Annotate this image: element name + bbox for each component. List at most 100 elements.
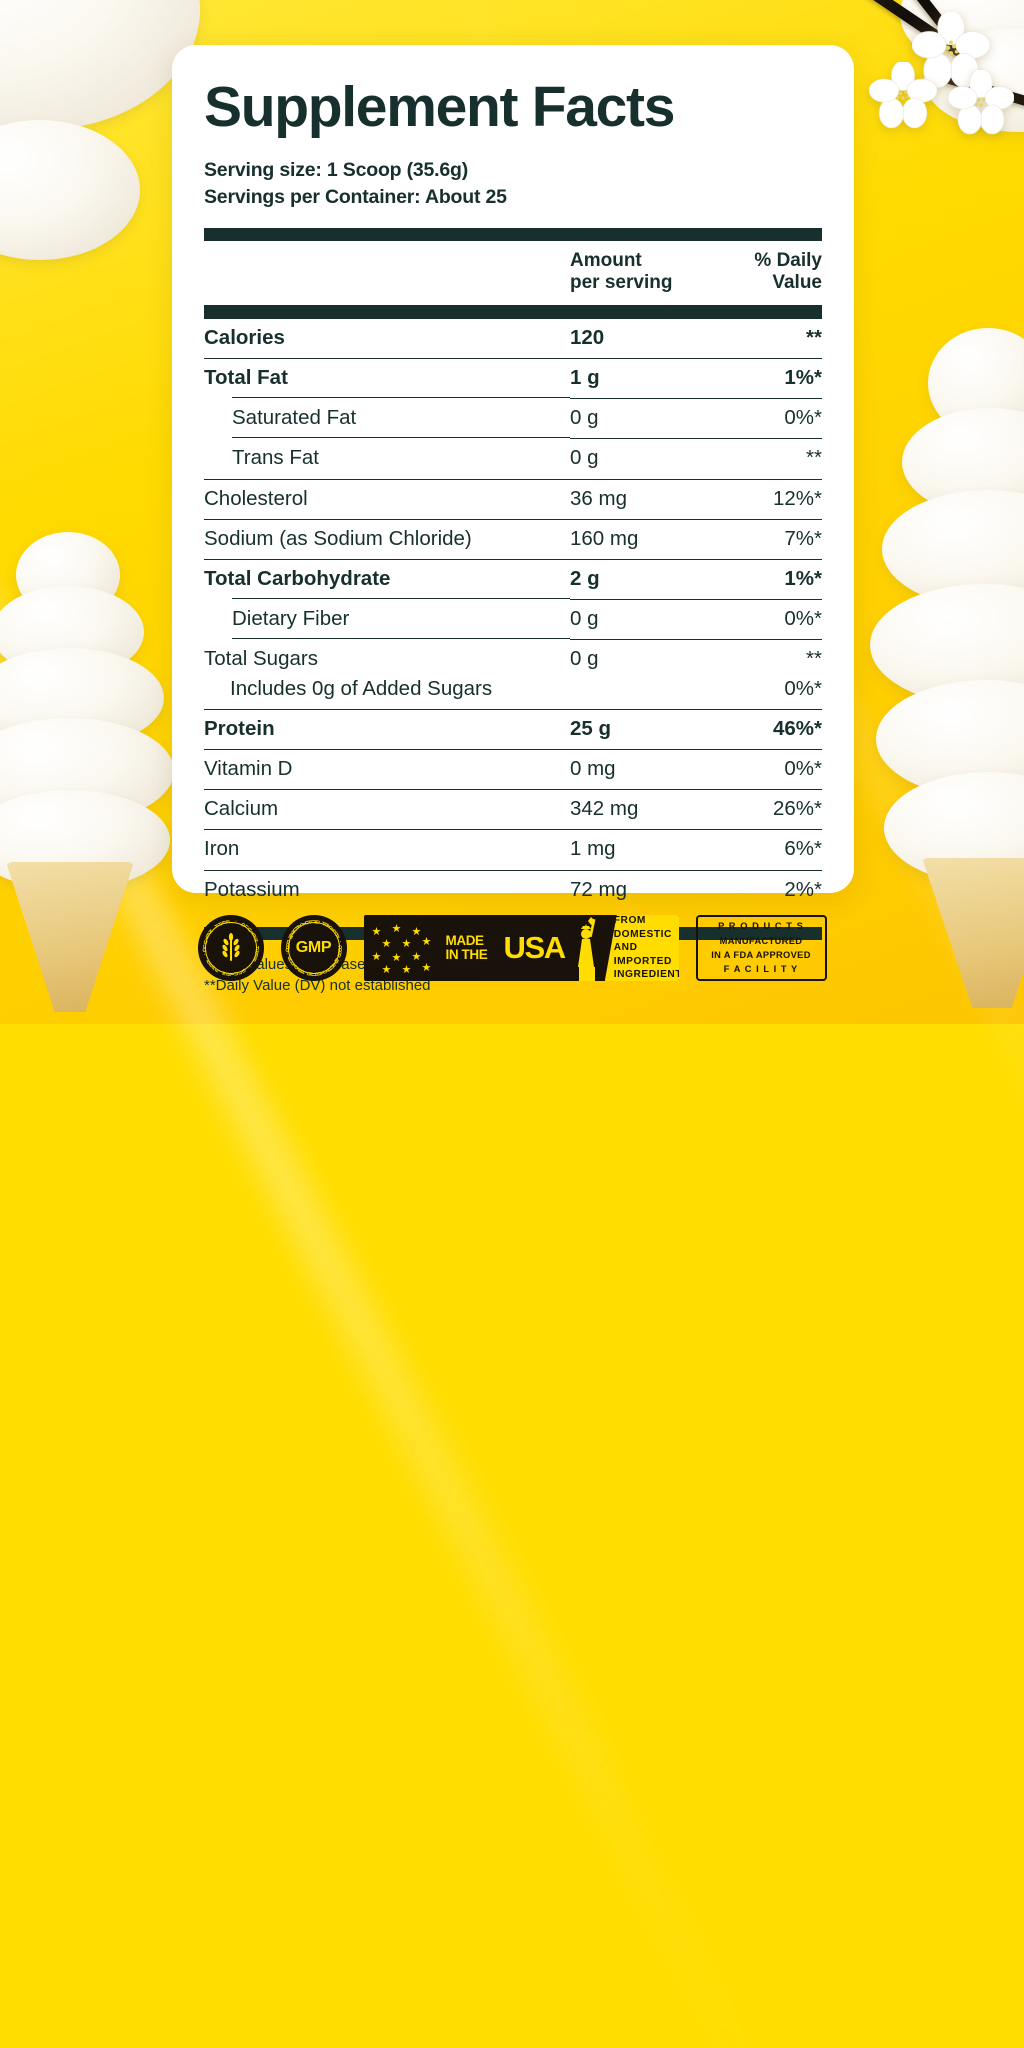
amount-header-line1: Amount <box>570 249 642 271</box>
row-daily-value: 1%* <box>718 558 822 600</box>
table-row: Sodium (as Sodium Chloride) 160 mg 7%* <box>204 518 822 560</box>
row-label: Calories <box>204 317 570 359</box>
table-row-total-sugars: Total Sugars Includes 0g of Added Sugars… <box>204 638 822 710</box>
row-daily-value: 0%* <box>718 748 822 790</box>
row-label: Saturated Fat <box>204 397 570 439</box>
cream-bowl-top-left <box>0 0 200 150</box>
row-amount-total-sugars: 0 g <box>570 639 718 710</box>
serving-size: Serving size: 1 Scoop (35.6g) <box>204 159 469 181</box>
row-amount: 36 mg <box>570 478 718 520</box>
row-label: Potassium <box>204 869 570 910</box>
added-sugars-dv: 0%* <box>784 676 822 700</box>
row-daily-value: 7%* <box>718 518 822 560</box>
row-daily-value: 46%* <box>718 708 822 750</box>
row-amount: 0 g <box>570 599 718 640</box>
row-amount: 160 mg <box>570 518 718 560</box>
footnote-dv-not-established: **Daily Value (DV) not established <box>204 977 431 995</box>
row-amount: 120 <box>570 317 718 359</box>
row-label: Protein <box>204 708 570 750</box>
total-sugars-dv: ** <box>806 647 822 671</box>
made-in-usa-badge: ★ ★ ★ ★ ★ ★ ★ ★ ★ ★ ★ ★ MADE IN THE USA <box>363 915 679 981</box>
table-row: Trans Fat 0 g ** <box>204 437 822 480</box>
usa-right-line1: FROM DOMESTIC <box>613 915 672 940</box>
statue-of-liberty-icon <box>565 915 605 981</box>
usa-ingredients-text: FROM DOMESTIC AND IMPORTED INGREDIENTS <box>604 915 679 981</box>
cream-drip-left <box>0 120 140 270</box>
fda-line4: F A C I L I T Y <box>723 964 799 975</box>
row-amount: 72 mg <box>570 869 718 910</box>
fda-line2: MANUFACTURED <box>719 935 803 946</box>
row-daily-value: 0%* <box>718 599 822 640</box>
usa-big-wrap: USA <box>504 915 567 981</box>
vanilla-flower-icon <box>948 70 1014 135</box>
top-thick-divider <box>204 227 822 241</box>
table-row: Saturated Fat 0 g 0%* <box>204 397 822 439</box>
dv-header-line1: % Daily <box>754 249 822 271</box>
usa-big-label: USA <box>503 930 567 965</box>
row-amount: 342 mg <box>570 789 718 830</box>
header-thick-divider <box>204 304 822 318</box>
total-sugars-label: Total Sugars <box>204 647 318 671</box>
added-sugars-label: Includes 0g of Added Sugars <box>230 676 493 700</box>
usa-stars: ★ ★ ★ ★ ★ ★ ★ ★ ★ ★ ★ ★ <box>371 923 432 976</box>
table-row: Protein 25 g 46%* <box>204 708 822 750</box>
nutrition-table-header: Amount per serving % Daily Value <box>204 241 822 305</box>
page-title: Supplement Facts <box>204 75 675 139</box>
row-daily-value: ** <box>718 438 822 480</box>
serving-info: Serving size: 1 Scoop (35.6g) Servings p… <box>204 157 822 211</box>
row-label: Total Fat <box>204 358 570 399</box>
header-dv-cell: % Daily Value <box>718 241 822 305</box>
row-amount: 0 mg <box>570 748 718 790</box>
row-amount: 0 g <box>570 438 718 480</box>
row-label: Calcium <box>204 789 570 830</box>
fda-facility-badge: P R O D U C T S MANUFACTURED IN A FDA AP… <box>695 915 827 981</box>
row-label: Vitamin D <box>204 748 570 790</box>
row-amount: 2 g <box>570 558 718 600</box>
header-amount-cell: Amount per serving <box>570 241 718 305</box>
row-daily-value: 1%* <box>718 358 822 399</box>
row-label: Dietary Fiber <box>204 598 570 640</box>
servings-per-container: Servings per Container: About 25 <box>204 185 507 208</box>
row-daily-value: 12%* <box>718 478 822 520</box>
nutrition-table: Calories 120 ** Total Fat 1 g 1%* Saturated Fa… <box>204 317 822 910</box>
vanilla-flower-icon <box>912 12 990 89</box>
gluten-free-ring <box>204 922 257 974</box>
table-row: Total Carbohydrate 2 g 1%* <box>204 558 822 600</box>
usa-right-line2: AND IMPORTED <box>613 942 672 967</box>
table-row: Cholesterol 36 mg 12%* <box>204 478 822 520</box>
row-amount: 1 mg <box>570 829 718 870</box>
usa-made-text: MADE IN THE <box>444 915 556 981</box>
dv-header-line2: Value <box>772 271 822 293</box>
wheat-icon <box>221 933 240 961</box>
gmp-ring <box>287 922 340 974</box>
supplement-facts-card: Supplement Facts Serving size: 1 Scoop (… <box>172 45 854 994</box>
gmp-label: GMP <box>295 939 332 956</box>
usa-line-made: MADE <box>445 933 485 949</box>
fda-line1: P R O D U C T S <box>718 921 804 932</box>
row-label: Sodium (as Sodium Chloride) <box>204 518 570 560</box>
row-daily-value: 6%* <box>718 829 822 870</box>
row-amount: 1 g <box>570 358 718 399</box>
table-row: Total Fat 1 g 1%* <box>204 358 822 399</box>
header-name-cell <box>204 241 570 305</box>
table-header-row: Amount per serving % Daily Value <box>204 241 822 305</box>
row-label: Trans Fat <box>204 437 570 479</box>
row-label: Cholesterol <box>204 478 570 520</box>
soft-serve-cone-right <box>862 328 1024 1008</box>
table-row: Potassium 72 mg 2%* <box>204 869 822 910</box>
fda-line3: IN A FDA APPROVED <box>711 950 811 960</box>
table-row: Iron 1 mg 6%* <box>204 829 822 870</box>
amount-header-line2: per serving <box>570 271 673 293</box>
table-row: Calories 120 ** <box>204 317 822 359</box>
row-dv-total-sugars: ** 0%* <box>718 639 822 710</box>
usa-right-line3: INGREDIENTS <box>613 969 679 981</box>
row-daily-value: ** <box>718 317 822 359</box>
row-label: Iron <box>204 829 570 870</box>
soft-serve-cone-left <box>0 532 177 1012</box>
